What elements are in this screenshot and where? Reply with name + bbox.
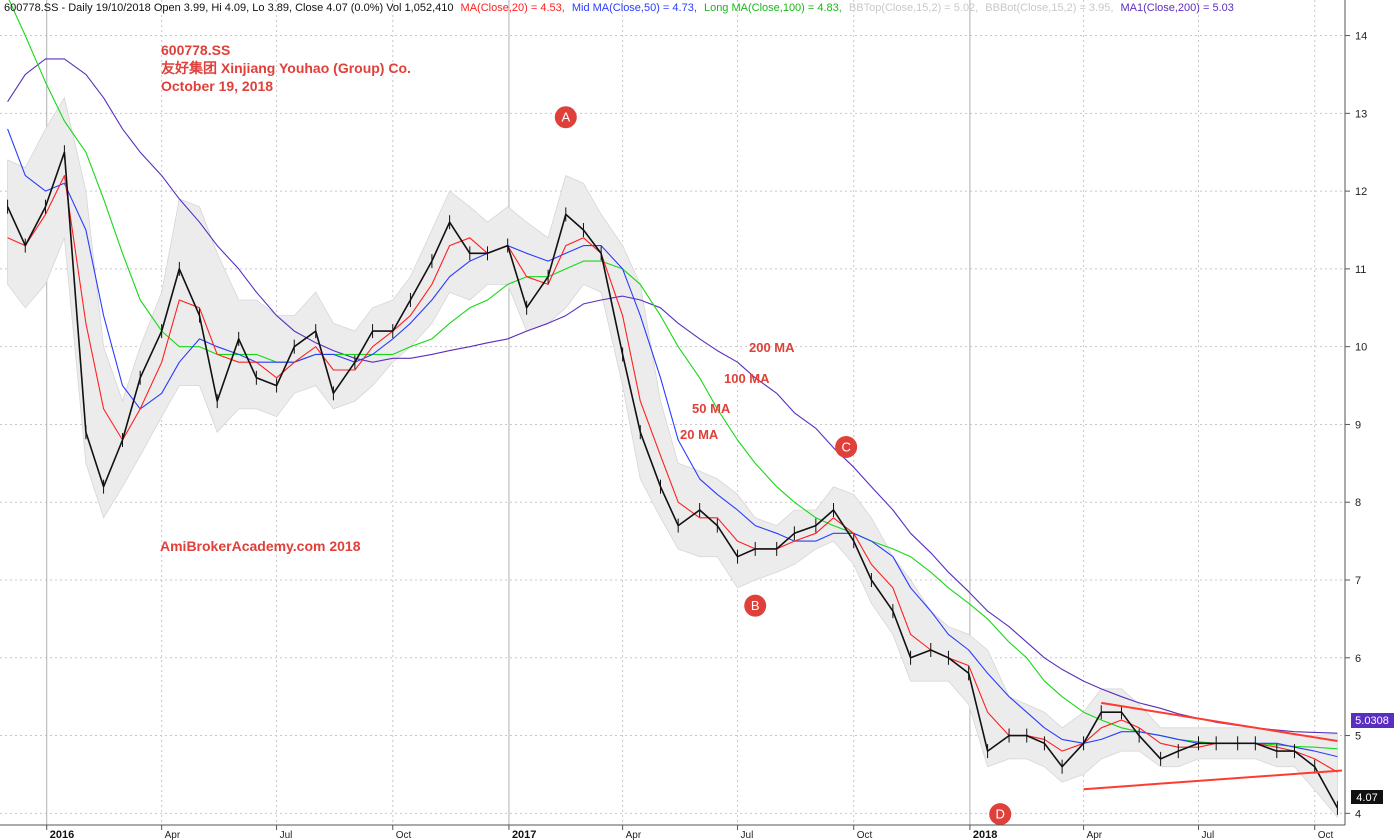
header-ma200: MA1(Close,200) = 5.03 — [1120, 2, 1233, 14]
y-tick-label: 7 — [1355, 575, 1361, 587]
trendlines — [1083, 701, 1343, 791]
y-tick-label: 10 — [1355, 342, 1367, 354]
header-bbbot: BBBot(Close,15,2) = 3.95, — [985, 2, 1113, 14]
point-marker-b — [744, 594, 767, 617]
trendline-lower — [1083, 769, 1343, 791]
ma20-line — [7, 175, 1338, 773]
header-ohlc: 600778.SS - Daily 19/10/2018 Open 3.99, … — [4, 2, 453, 14]
chart-company: 友好集团 Xinjiang Youhao (Group) Co. — [161, 60, 411, 76]
y-tick-label: 14 — [1355, 31, 1367, 43]
grid — [0, 0, 1345, 825]
y-tick-label: 13 — [1355, 108, 1367, 120]
series-lines — [6, 0, 1339, 815]
x-tick-label: Jul — [280, 830, 293, 840]
header-info: 600778.SS - Daily 19/10/2018 Open 3.99, … — [4, 2, 1234, 14]
y-tick-label: 12 — [1355, 186, 1367, 198]
ma50-line — [7, 128, 1338, 758]
x-axis-ticks: 2016 Apr Jul Oct 2017 Apr Jul Oct 2018 Apr Jul Oct — [46, 825, 1334, 840]
header-ma20: MA(Close,20) = 4.53, — [461, 2, 565, 14]
bollinger-bands — [7, 96, 1338, 819]
ma200-price-value: 5.0308 — [1355, 715, 1389, 727]
trendline-upper — [1101, 701, 1338, 742]
x-tick-label: Oct — [857, 830, 873, 840]
ma200-price-tag — [1351, 713, 1394, 728]
point-markers: A B C D — [554, 106, 1012, 826]
x-tick-label: Oct — [1318, 830, 1334, 840]
point-marker-label: B — [751, 598, 760, 613]
point-marker-label: D — [996, 807, 1005, 822]
y-tick-label: 4 — [1355, 808, 1361, 820]
header-bbtop: BBTop(Close,15,2) = 5.02, — [849, 2, 978, 14]
header-ma100: Long MA(Close,100) = 4.83, — [704, 2, 842, 14]
y-tick-label: 5 — [1355, 731, 1361, 743]
x-tick-label: Jul — [1202, 830, 1215, 840]
x-tick-label: Apr — [165, 830, 181, 840]
point-marker-label: C — [841, 440, 850, 455]
close-price-value: 4.07 — [1356, 792, 1377, 804]
x-tick-label: Oct — [396, 830, 412, 840]
x-tick-label: Jul — [741, 830, 754, 840]
chart-ticker: 600778.SS — [161, 42, 230, 58]
point-marker-c — [835, 436, 858, 458]
watermark: AmiBrokerAcademy.com 2018 — [160, 538, 361, 554]
x-tick-label: Apr — [1087, 830, 1103, 840]
y-tick-label: 9 — [1355, 419, 1361, 431]
y-tick-label: 6 — [1355, 653, 1361, 665]
y-tick-label: 11 — [1355, 264, 1366, 276]
ma50-label: 50 MA — [692, 401, 731, 416]
header-ma50: Mid MA(Close,50) = 4.73, — [572, 2, 697, 14]
price-line — [6, 151, 1339, 809]
point-marker-d — [989, 803, 1012, 826]
x-tick-label: 2016 — [50, 829, 74, 840]
x-tick-label: Apr — [626, 830, 642, 840]
ma200-label: 200 MA — [749, 340, 795, 355]
bollinger-band-area — [7, 96, 1338, 819]
y-tick-label: 8 — [1355, 497, 1361, 509]
point-marker-label: A — [561, 110, 570, 125]
ma200-line — [7, 58, 1338, 734]
close-price-tag — [1351, 790, 1383, 804]
ma100-label: 100 MA — [724, 371, 770, 386]
point-marker-a — [554, 106, 577, 129]
y-axis-ticks: 4 5 6 7 8 9 10 11 12 13 14 — [1345, 31, 1367, 820]
x-tick-label: 2017 — [512, 829, 536, 840]
chart-date: October 19, 2018 — [161, 78, 273, 94]
ma20-label: 20 MA — [680, 427, 719, 442]
x-tick-label: 2018 — [973, 829, 997, 840]
